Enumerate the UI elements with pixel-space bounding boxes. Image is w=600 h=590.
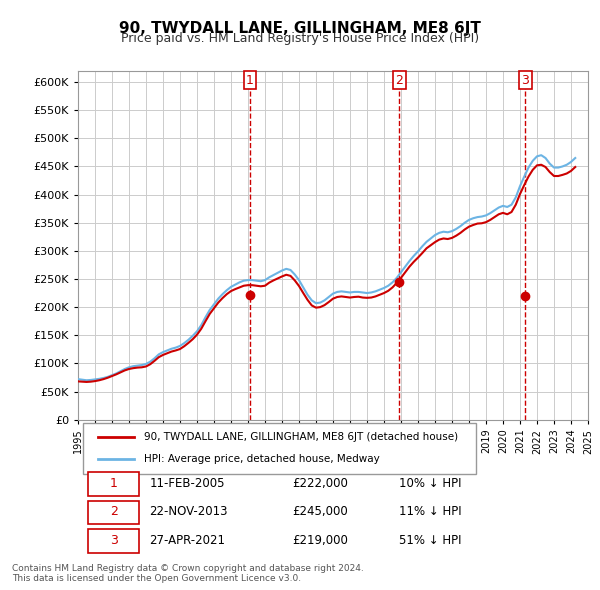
Text: £222,000: £222,000 <box>292 477 348 490</box>
Text: 90, TWYDALL LANE, GILLINGHAM, ME8 6JT (detached house): 90, TWYDALL LANE, GILLINGHAM, ME8 6JT (d… <box>145 432 458 442</box>
Text: 1: 1 <box>110 477 118 490</box>
FancyBboxPatch shape <box>88 500 139 525</box>
Text: 10% ↓ HPI: 10% ↓ HPI <box>400 477 462 490</box>
Text: 51% ↓ HPI: 51% ↓ HPI <box>400 533 462 547</box>
FancyBboxPatch shape <box>83 423 476 474</box>
Text: 2: 2 <box>395 74 403 87</box>
Text: 2: 2 <box>110 505 118 518</box>
Text: 3: 3 <box>110 533 118 547</box>
Text: 11-FEB-2005: 11-FEB-2005 <box>149 477 225 490</box>
Text: £245,000: £245,000 <box>292 505 348 518</box>
Text: 90, TWYDALL LANE, GILLINGHAM, ME8 6JT: 90, TWYDALL LANE, GILLINGHAM, ME8 6JT <box>119 21 481 35</box>
Text: 3: 3 <box>521 74 529 87</box>
Text: 27-APR-2021: 27-APR-2021 <box>149 533 226 547</box>
Text: HPI: Average price, detached house, Medway: HPI: Average price, detached house, Medw… <box>145 454 380 464</box>
Text: £219,000: £219,000 <box>292 533 348 547</box>
Text: Contains HM Land Registry data © Crown copyright and database right 2024.
This d: Contains HM Land Registry data © Crown c… <box>12 563 364 583</box>
Text: 1: 1 <box>246 74 254 87</box>
Text: 11% ↓ HPI: 11% ↓ HPI <box>400 505 462 518</box>
Text: 22-NOV-2013: 22-NOV-2013 <box>149 505 228 518</box>
FancyBboxPatch shape <box>88 529 139 553</box>
FancyBboxPatch shape <box>88 472 139 496</box>
Text: Price paid vs. HM Land Registry's House Price Index (HPI): Price paid vs. HM Land Registry's House … <box>121 32 479 45</box>
